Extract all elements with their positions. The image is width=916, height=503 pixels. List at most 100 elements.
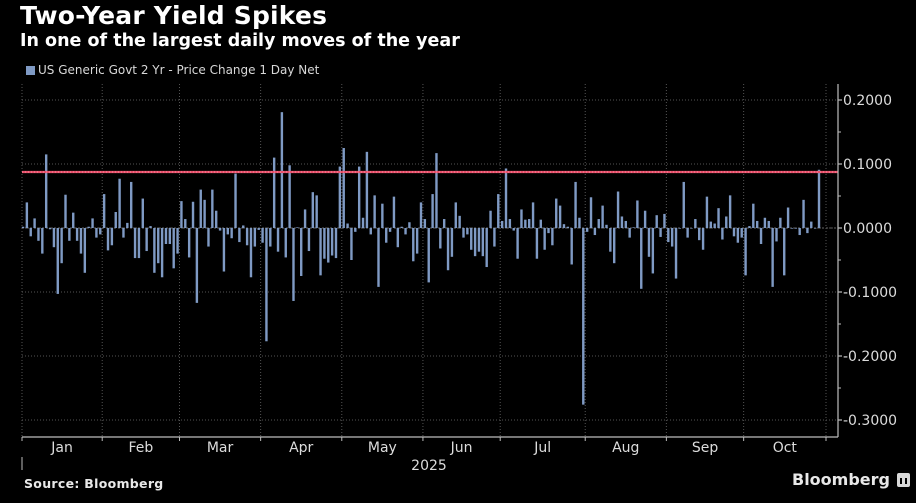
bar — [609, 228, 612, 252]
bar — [361, 217, 365, 228]
bar — [245, 228, 249, 246]
bar — [423, 219, 427, 228]
y-tick-label: 0.2000 — [843, 93, 892, 109]
bar — [400, 226, 403, 228]
bar — [775, 228, 778, 242]
bar — [512, 228, 515, 231]
bar — [524, 219, 527, 228]
bar — [99, 228, 102, 235]
bar — [215, 210, 218, 228]
axes: 0.2000 0.1000 0.0000 -0.1000 -0.2000 -0.3000 J… — [21, 84, 897, 474]
bar — [288, 165, 291, 228]
bar — [373, 195, 376, 228]
bar — [717, 208, 720, 228]
bar — [64, 194, 67, 228]
bar — [195, 228, 199, 303]
bar — [242, 225, 245, 228]
bar — [620, 216, 624, 228]
bar — [315, 195, 318, 228]
bar — [272, 157, 276, 228]
bar — [435, 153, 438, 228]
bar — [269, 228, 272, 247]
bar — [562, 224, 566, 228]
bar — [21, 226, 25, 228]
bar — [211, 189, 214, 228]
bar — [667, 228, 670, 243]
x-tick-label: Jan — [50, 440, 73, 456]
bar — [307, 228, 311, 252]
bar — [404, 228, 407, 235]
bar — [33, 218, 36, 228]
bar — [767, 220, 770, 228]
bar — [385, 228, 388, 243]
bar — [493, 228, 496, 247]
bar — [41, 228, 44, 254]
bar — [102, 194, 106, 228]
grid-lines — [21, 84, 838, 437]
bar — [574, 181, 577, 228]
bar — [419, 202, 423, 228]
bar — [110, 228, 114, 246]
bar — [257, 228, 260, 230]
bar — [454, 202, 457, 228]
bar — [655, 215, 658, 228]
bar — [427, 228, 430, 283]
bar — [412, 228, 415, 262]
bar — [640, 228, 643, 289]
bar — [566, 226, 570, 228]
bar — [226, 228, 229, 235]
bar — [481, 228, 485, 257]
bar — [238, 228, 241, 243]
bar — [721, 228, 724, 240]
bar — [736, 228, 740, 243]
bar — [462, 228, 465, 238]
legend-swatch — [26, 65, 35, 75]
bar — [725, 216, 728, 228]
bar — [555, 198, 558, 228]
bar — [234, 173, 237, 228]
bar — [388, 228, 392, 232]
bar — [535, 228, 539, 259]
bar — [311, 192, 315, 228]
bar — [342, 148, 345, 228]
bar — [686, 228, 689, 238]
bar — [636, 200, 639, 228]
bloomberg-logo: Bloomberg — [792, 470, 910, 489]
bar — [157, 228, 160, 264]
bar — [265, 228, 268, 342]
y-tick-label: -0.1000 — [843, 285, 897, 301]
bar — [783, 228, 786, 276]
bar — [164, 228, 168, 244]
bar — [643, 210, 647, 228]
bar — [690, 228, 693, 229]
bar — [597, 219, 600, 228]
bar — [485, 228, 488, 268]
source-note: Source: Bloomberg — [24, 476, 164, 491]
bar — [516, 228, 519, 259]
bar — [489, 210, 492, 228]
chart-subtitle: In one of the largest daily moves of the… — [20, 31, 460, 51]
bar — [25, 202, 29, 228]
bar — [160, 228, 164, 278]
bar — [276, 228, 280, 252]
bar — [589, 197, 593, 228]
bar — [199, 189, 202, 228]
bar — [106, 228, 110, 251]
chart-title: Two-Year Yield Spikes — [20, 1, 328, 30]
bar — [327, 228, 330, 263]
bar — [68, 228, 71, 241]
bar — [466, 228, 469, 235]
brand-label: Bloomberg — [792, 470, 890, 489]
bar — [75, 228, 79, 241]
bar — [446, 228, 450, 271]
bar — [338, 166, 342, 228]
bar — [500, 220, 504, 228]
bar — [323, 228, 326, 259]
bar — [817, 169, 821, 228]
bar — [508, 219, 512, 228]
bar — [129, 181, 133, 228]
bar — [539, 219, 542, 228]
bar — [381, 203, 384, 228]
bar — [624, 220, 627, 228]
